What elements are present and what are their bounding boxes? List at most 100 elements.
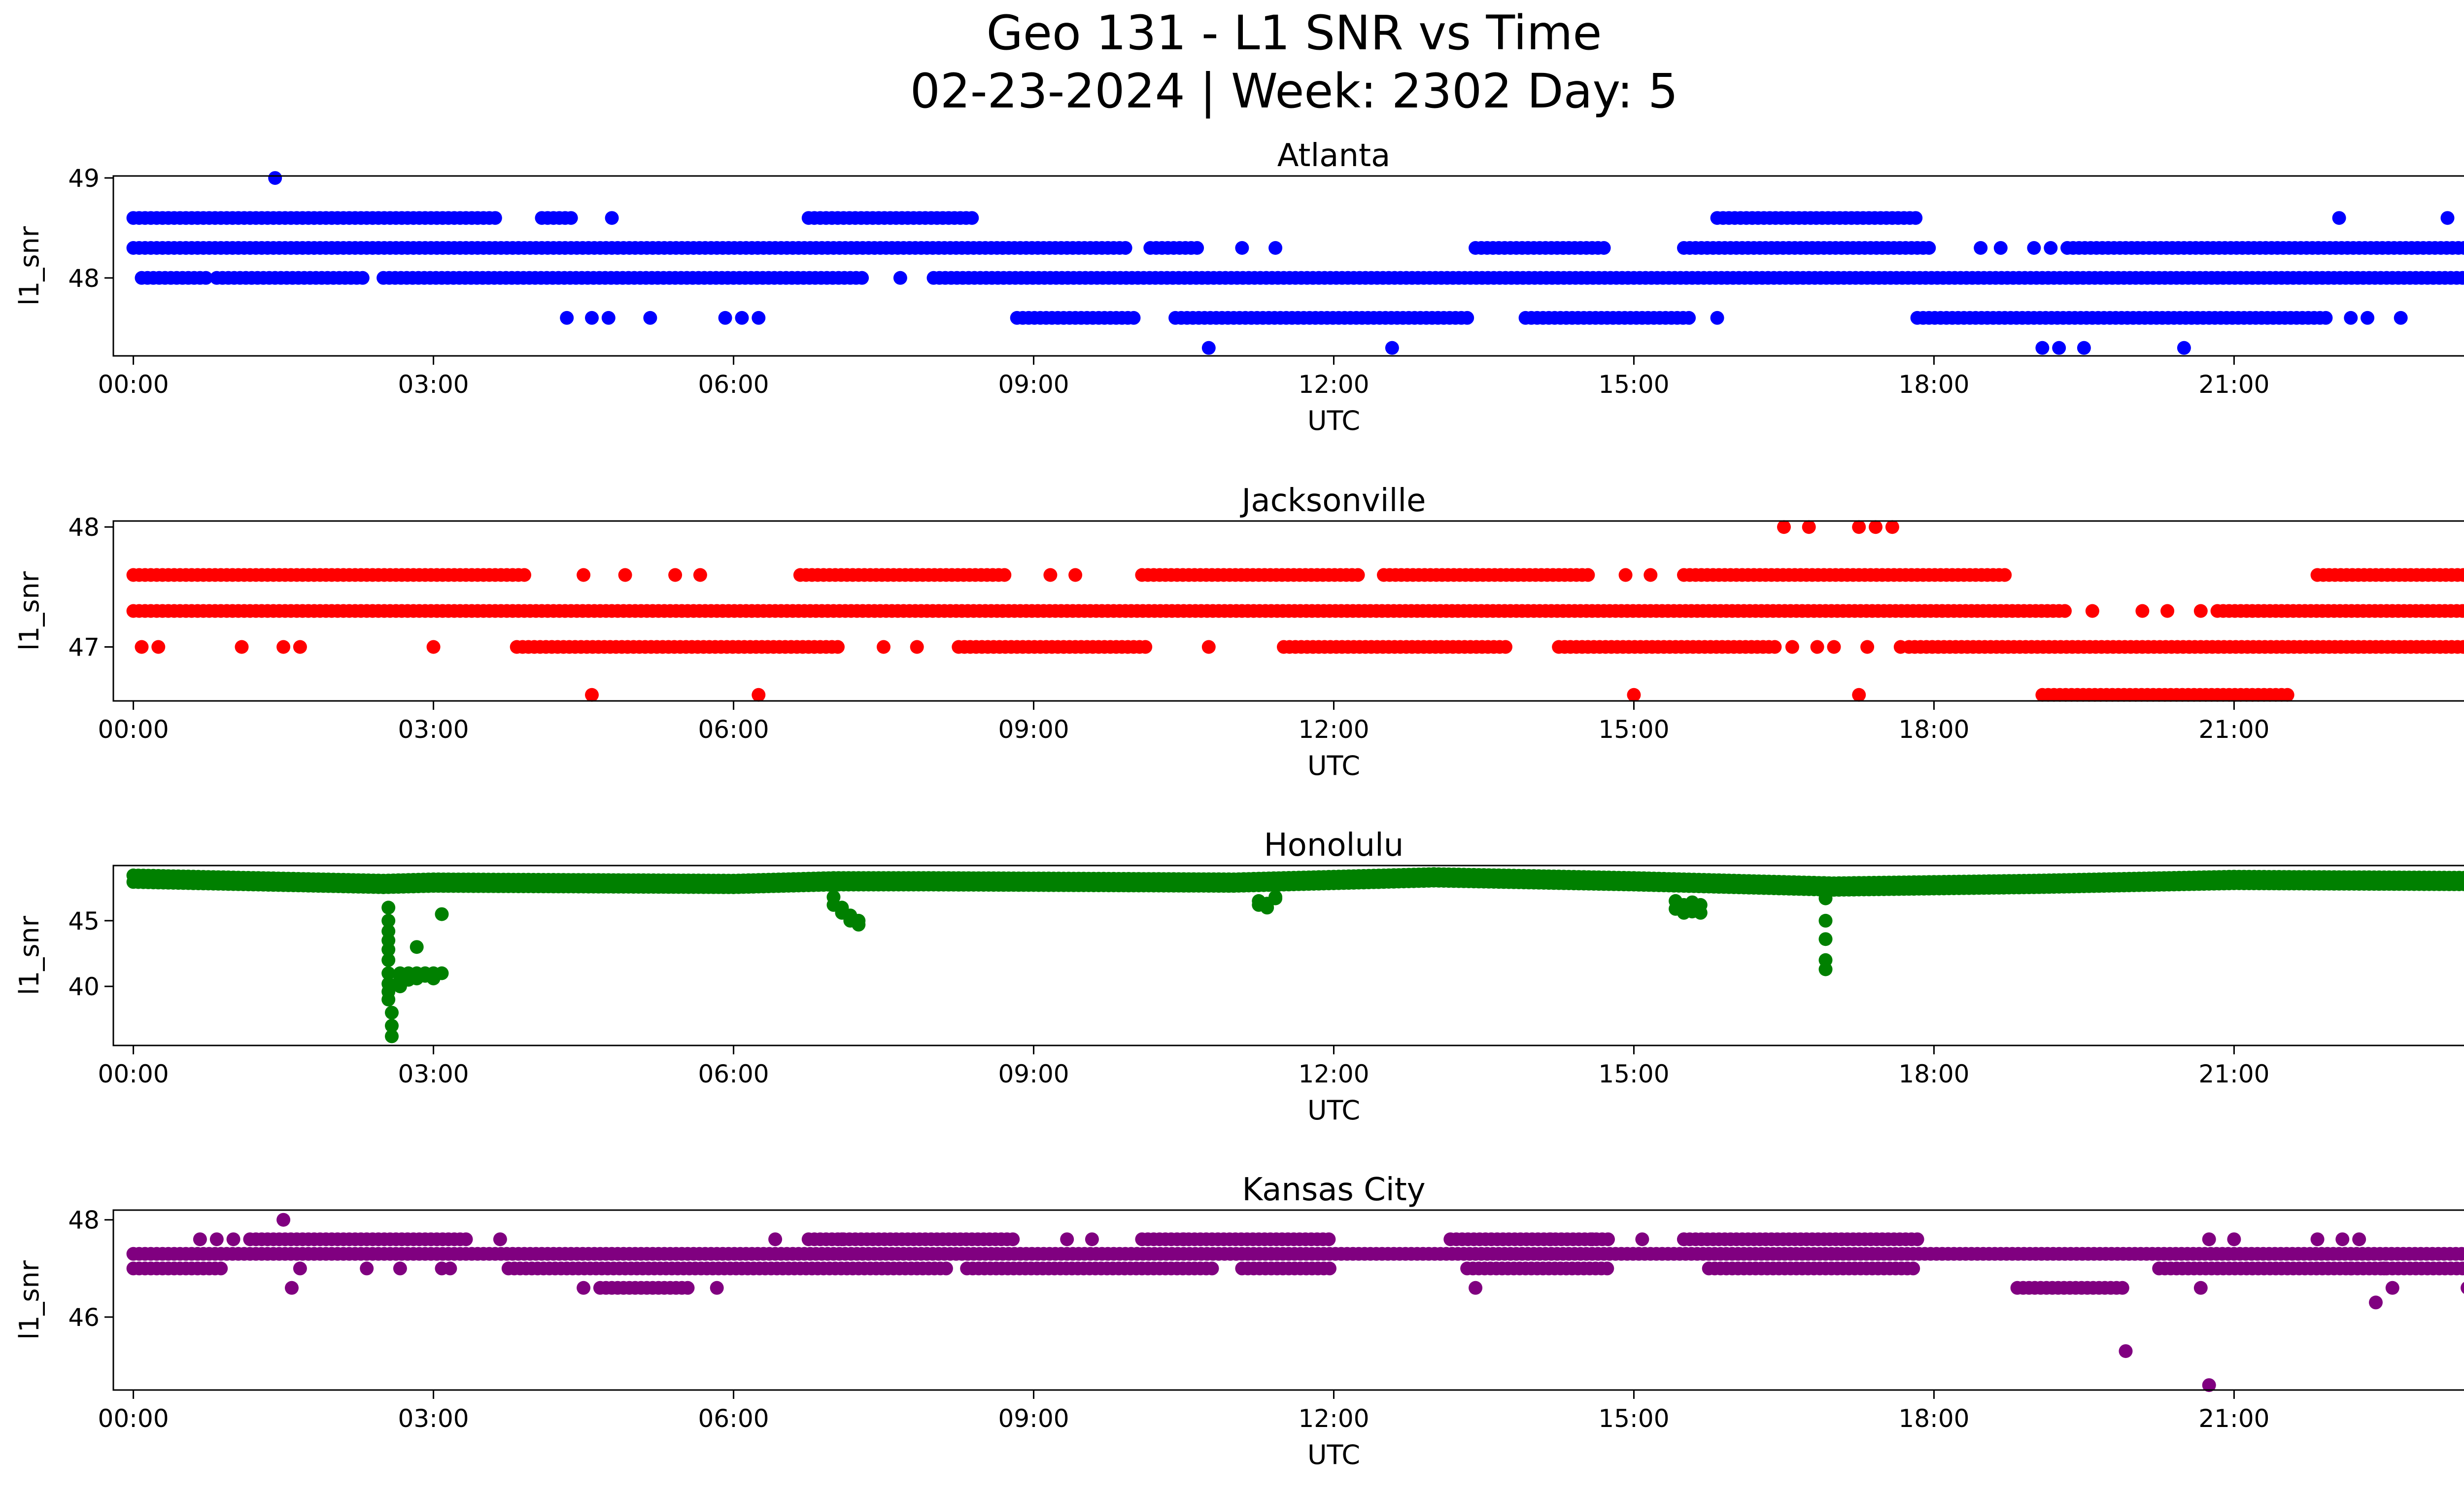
data-point: [2119, 1344, 2133, 1358]
panel-title: Kansas City: [1242, 1172, 1425, 1208]
x-tick-label: 15:00: [1598, 1404, 1669, 1433]
data-point: [1627, 688, 1641, 702]
data-point: [276, 1213, 291, 1227]
data-point: [1543, 1232, 1558, 1247]
data-point: [831, 640, 845, 654]
data-point: [710, 1281, 724, 1295]
data-point: [1810, 640, 1824, 654]
data-point: [1601, 1232, 1615, 1247]
y-tick-label: 48: [68, 264, 100, 293]
data-point: [643, 311, 657, 325]
data-point: [2461, 272, 2464, 283]
data-point: [135, 640, 149, 654]
data-point: [1618, 568, 1633, 582]
data-point: [459, 1232, 473, 1247]
data-point: [488, 211, 502, 225]
x-tick-label: 06:00: [698, 1404, 769, 1433]
data-point: [564, 211, 578, 225]
data-point: [276, 640, 291, 654]
data-point: [2310, 1232, 2325, 1247]
data-point: [235, 640, 249, 654]
data-point: [1260, 901, 1274, 915]
x-tick-label: 18:00: [1898, 1060, 1969, 1088]
data-point: [2280, 688, 2294, 702]
data-point: [618, 568, 632, 582]
data-points: [126, 171, 2464, 355]
x-tick-label: 15:00: [1598, 715, 1669, 744]
x-tick-label: 15:00: [1598, 370, 1669, 399]
data-point: [268, 171, 282, 185]
data-point: [1710, 311, 1724, 325]
panel-title: Atlanta: [1277, 138, 1391, 174]
data-point: [768, 1232, 783, 1247]
data-point: [2462, 570, 2464, 580]
data-point: [1351, 568, 1365, 582]
data-point: [1085, 1232, 1099, 1247]
x-tick-label: 09:00: [998, 715, 1069, 744]
data-point: [209, 1232, 224, 1247]
data-point: [2085, 604, 2099, 618]
data-point: [199, 271, 213, 285]
y-axis-label: l1_snr: [14, 1260, 45, 1340]
data-point: [435, 907, 449, 921]
data-point: [2461, 1248, 2464, 1260]
data-point: [1322, 1232, 1336, 1247]
data-point: [939, 1261, 953, 1276]
data-point: [2193, 1281, 2208, 1295]
data-point: [2455, 271, 2464, 285]
x-axis-label: UTC: [1307, 1095, 1360, 1126]
data-point: [1909, 211, 1923, 225]
data-point: [560, 311, 574, 325]
data-point: [1190, 241, 1204, 255]
data-point: [2461, 605, 2464, 617]
data-point: [965, 211, 979, 225]
x-tick-label: 12:00: [1298, 715, 1369, 744]
data-point: [2455, 1261, 2464, 1276]
data-points: [126, 520, 2464, 702]
data-point: [1323, 1261, 1336, 1276]
y-tick-label: 46: [68, 1303, 100, 1332]
data-point: [2160, 604, 2175, 618]
data-point: [381, 942, 396, 957]
data-point: [1893, 640, 1908, 654]
panel-2: Honolulu 00:00 03:00 06:00 09:00 12:00 15:00 18…: [14, 827, 2464, 1126]
data-points: [126, 867, 2464, 1043]
data-point: [493, 1232, 507, 1247]
data-point: [2462, 879, 2464, 889]
y-tick-label: 47: [68, 633, 100, 662]
x-tick-label: 09:00: [998, 1404, 1069, 1433]
data-point: [1818, 962, 1833, 976]
data-point: [381, 901, 396, 915]
x-tick-label: 06:00: [698, 370, 769, 399]
panel-3: Kansas City 00:00 03:00 06:00 09:00 12:00 15:0…: [14, 1172, 2464, 1470]
data-point: [517, 568, 531, 582]
data-point: [1201, 640, 1216, 654]
data-point: [2456, 640, 2464, 654]
x-axis-label: UTC: [1307, 750, 1360, 781]
data-point: [735, 311, 749, 325]
data-point: [393, 1261, 407, 1276]
data-point: [1827, 640, 1841, 654]
data-point: [151, 640, 166, 654]
data-point: [752, 311, 766, 325]
data-point: [577, 568, 591, 582]
data-point: [1460, 311, 1474, 325]
data-point: [381, 992, 396, 1007]
data-point: [2440, 211, 2455, 225]
data-point: [693, 568, 707, 582]
y-tick-label: 48: [68, 1206, 100, 1235]
data-point: [2377, 1261, 2391, 1276]
x-tick-label: 21:00: [2198, 1060, 2269, 1088]
data-point: [1974, 241, 1988, 255]
x-tick-label: 21:00: [2198, 370, 2269, 399]
data-point: [355, 271, 370, 285]
y-axis-label: l1_snr: [14, 226, 45, 306]
data-point: [1993, 241, 2008, 255]
data-point: [2456, 568, 2464, 582]
data-point: [1693, 898, 1708, 912]
data-point: [2332, 211, 2346, 225]
y-axis-label: l1_snr: [14, 571, 45, 651]
data-point: [385, 1029, 399, 1043]
data-point: [852, 917, 866, 932]
panels: Atlanta 00:00 03:00 06:00 09:00 12:00 15:00 18:…: [14, 138, 2464, 1470]
